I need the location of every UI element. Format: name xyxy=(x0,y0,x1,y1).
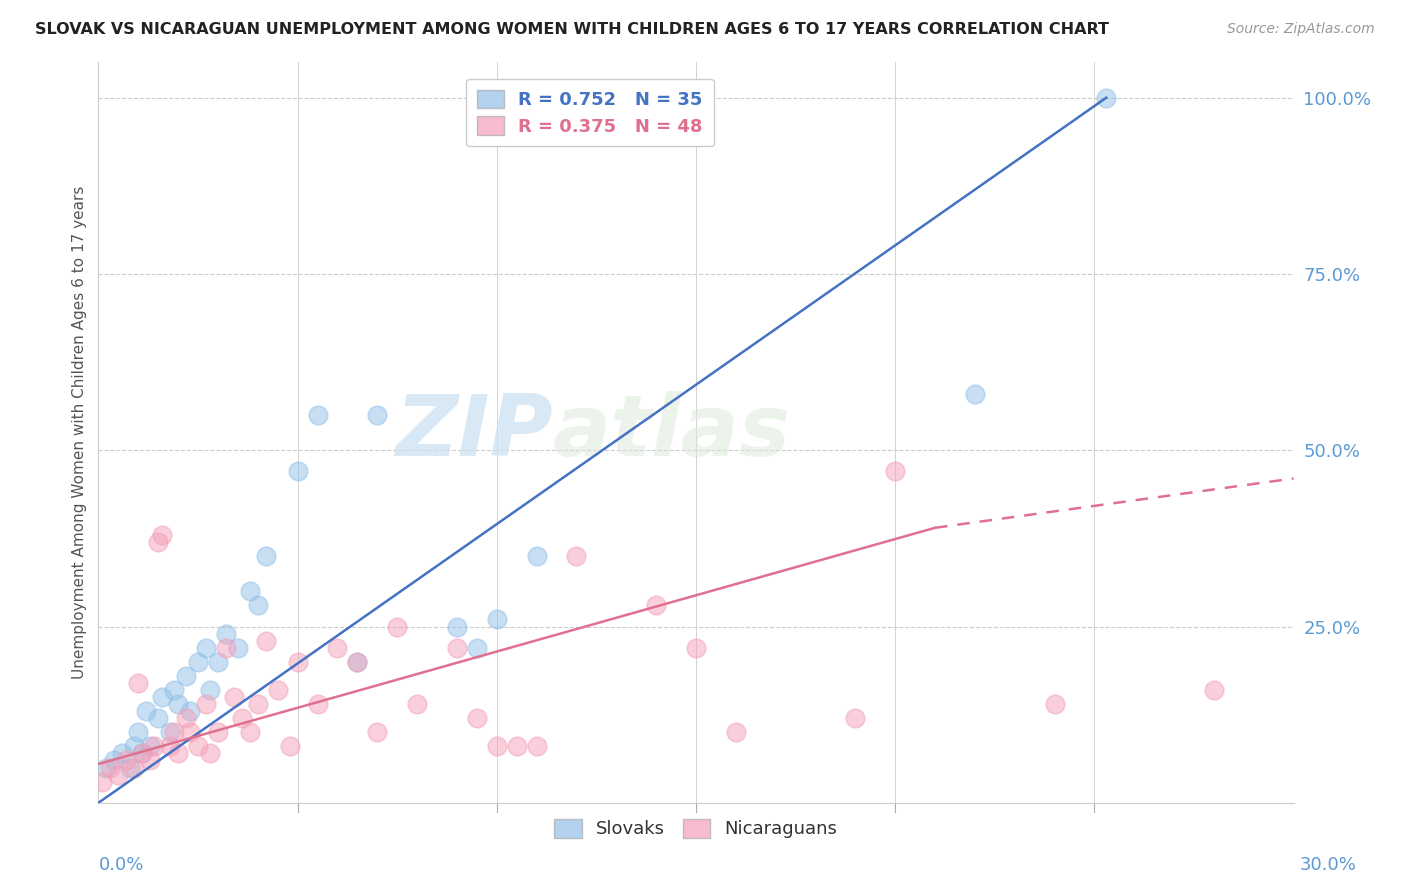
Point xyxy=(174,669,197,683)
Legend: Slovaks, Nicaraguans: Slovaks, Nicaraguans xyxy=(547,812,845,846)
Point xyxy=(163,725,186,739)
Point xyxy=(150,528,173,542)
Text: 30.0%: 30.0% xyxy=(1301,856,1357,874)
Point xyxy=(135,704,157,718)
Point xyxy=(187,655,209,669)
Point xyxy=(124,739,146,754)
Point xyxy=(198,747,221,761)
Point xyxy=(195,640,218,655)
Point xyxy=(963,387,986,401)
Point xyxy=(485,739,508,754)
Point xyxy=(179,725,201,739)
Point xyxy=(107,767,129,781)
Point xyxy=(685,640,707,655)
Point xyxy=(287,655,309,669)
Point xyxy=(143,739,166,754)
Point xyxy=(526,739,548,754)
Y-axis label: Unemployment Among Women with Children Ages 6 to 17 years: Unemployment Among Women with Children A… xyxy=(72,186,87,680)
Text: Source: ZipAtlas.com: Source: ZipAtlas.com xyxy=(1227,22,1375,37)
Point xyxy=(148,535,170,549)
Point xyxy=(1202,683,1225,698)
Point xyxy=(446,619,468,633)
Point xyxy=(366,408,388,422)
Point xyxy=(91,774,114,789)
Point xyxy=(159,739,181,754)
Point xyxy=(222,690,245,704)
Point xyxy=(231,711,253,725)
Point xyxy=(326,640,349,655)
Point xyxy=(385,619,409,633)
Point xyxy=(174,711,197,725)
Point xyxy=(526,549,548,563)
Point xyxy=(366,725,388,739)
Point xyxy=(645,599,668,613)
Point xyxy=(115,754,138,768)
Point xyxy=(139,754,162,768)
Point xyxy=(287,464,309,478)
Point xyxy=(239,584,262,599)
Point xyxy=(127,676,149,690)
Point xyxy=(148,711,170,725)
Point xyxy=(207,725,229,739)
Point xyxy=(254,549,277,563)
Point xyxy=(239,725,262,739)
Point xyxy=(465,640,488,655)
Point xyxy=(267,683,290,698)
Point xyxy=(565,549,588,563)
Point xyxy=(207,655,229,669)
Point xyxy=(127,725,149,739)
Text: ZIP: ZIP xyxy=(395,391,553,475)
Point xyxy=(724,725,747,739)
Point xyxy=(446,640,468,655)
Text: 0.0%: 0.0% xyxy=(98,856,143,874)
Text: atlas: atlas xyxy=(553,391,790,475)
Point xyxy=(1095,91,1118,105)
Point xyxy=(111,747,134,761)
Point xyxy=(844,711,866,725)
Point xyxy=(406,697,429,711)
Point xyxy=(278,739,301,754)
Point xyxy=(346,655,368,669)
Point xyxy=(96,760,118,774)
Point xyxy=(150,690,173,704)
Point xyxy=(307,408,329,422)
Point xyxy=(307,697,329,711)
Point xyxy=(1043,697,1066,711)
Point xyxy=(167,747,190,761)
Point xyxy=(98,760,122,774)
Point xyxy=(179,704,201,718)
Point xyxy=(159,725,181,739)
Point xyxy=(163,683,186,698)
Point xyxy=(215,640,238,655)
Point xyxy=(226,640,249,655)
Point xyxy=(506,739,529,754)
Point xyxy=(246,599,269,613)
Point xyxy=(215,626,238,640)
Point xyxy=(120,760,142,774)
Point xyxy=(346,655,368,669)
Point xyxy=(103,754,125,768)
Point xyxy=(485,612,508,626)
Text: SLOVAK VS NICARAGUAN UNEMPLOYMENT AMONG WOMEN WITH CHILDREN AGES 6 TO 17 YEARS C: SLOVAK VS NICARAGUAN UNEMPLOYMENT AMONG … xyxy=(35,22,1109,37)
Point xyxy=(131,747,153,761)
Point xyxy=(131,747,153,761)
Point xyxy=(124,760,146,774)
Point xyxy=(198,683,221,698)
Point xyxy=(465,711,488,725)
Point xyxy=(139,739,162,754)
Point xyxy=(884,464,907,478)
Point xyxy=(246,697,269,711)
Point xyxy=(187,739,209,754)
Point xyxy=(254,633,277,648)
Point xyxy=(167,697,190,711)
Point xyxy=(195,697,218,711)
